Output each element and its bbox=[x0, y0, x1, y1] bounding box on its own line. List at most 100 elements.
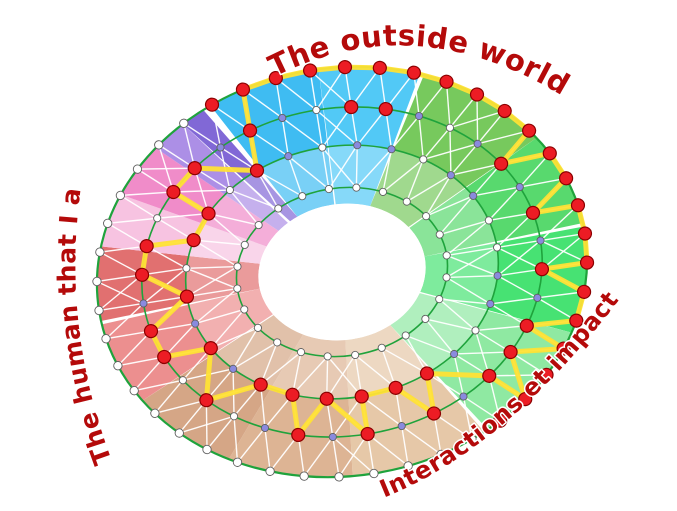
node bbox=[536, 236, 545, 245]
node bbox=[253, 323, 262, 332]
mesh-line bbox=[315, 66, 346, 111]
mesh-line bbox=[367, 433, 409, 467]
node bbox=[94, 305, 104, 316]
mesh-line bbox=[540, 204, 579, 242]
mesh-line bbox=[287, 155, 330, 190]
mesh-line bbox=[260, 342, 278, 385]
red-node bbox=[518, 391, 533, 407]
mesh-line bbox=[264, 394, 294, 429]
mesh-line bbox=[208, 213, 246, 246]
mesh-line bbox=[233, 416, 239, 463]
node bbox=[387, 145, 396, 154]
mesh-line bbox=[536, 297, 577, 322]
mesh-line bbox=[256, 169, 303, 197]
mesh-line bbox=[401, 425, 442, 456]
mesh-line bbox=[321, 147, 357, 189]
mesh-line bbox=[242, 88, 283, 119]
red-node bbox=[556, 341, 571, 356]
node bbox=[473, 139, 482, 148]
red-node bbox=[166, 184, 181, 200]
mesh-line bbox=[537, 291, 585, 299]
mesh-line bbox=[105, 330, 152, 340]
mesh-line bbox=[405, 335, 428, 374]
node bbox=[178, 376, 187, 385]
node bbox=[298, 192, 307, 201]
mesh-line bbox=[450, 143, 479, 176]
mesh-line bbox=[120, 194, 158, 219]
node bbox=[191, 319, 200, 328]
sector bbox=[155, 123, 288, 231]
mesh-line bbox=[154, 379, 184, 414]
mesh-line bbox=[433, 412, 473, 440]
mesh-line bbox=[194, 308, 245, 325]
mesh-line bbox=[158, 144, 175, 193]
mesh-line bbox=[497, 275, 538, 299]
mesh-line bbox=[117, 356, 165, 367]
node bbox=[533, 293, 542, 302]
sector bbox=[120, 148, 279, 247]
node bbox=[450, 349, 459, 359]
node bbox=[422, 212, 431, 221]
red-node bbox=[134, 267, 150, 282]
mesh-line bbox=[236, 427, 266, 463]
mesh-line bbox=[186, 267, 238, 290]
mesh-line bbox=[446, 254, 498, 277]
red-node bbox=[497, 103, 512, 119]
node bbox=[216, 143, 225, 152]
node bbox=[484, 216, 493, 225]
node bbox=[260, 423, 270, 433]
mesh-line bbox=[474, 330, 490, 377]
wheel bbox=[92, 60, 595, 482]
mesh-line bbox=[220, 146, 258, 172]
mesh-line bbox=[256, 170, 279, 209]
red-node bbox=[360, 426, 375, 442]
mesh-line bbox=[269, 434, 299, 472]
mesh-line bbox=[249, 129, 289, 157]
node bbox=[442, 251, 451, 260]
mesh-line bbox=[133, 356, 165, 392]
mesh-line bbox=[208, 212, 259, 226]
label-human-that-i-am-text: The human that I am bbox=[0, 0, 119, 470]
mesh-line bbox=[540, 239, 588, 264]
red-node bbox=[576, 284, 592, 299]
mesh-line bbox=[496, 212, 534, 248]
red-node bbox=[521, 123, 537, 138]
mesh-line bbox=[519, 177, 567, 188]
red-node bbox=[143, 324, 159, 339]
mesh-line bbox=[423, 143, 478, 161]
mesh-line bbox=[232, 327, 259, 370]
node bbox=[273, 338, 282, 347]
node bbox=[101, 334, 111, 344]
mesh-line bbox=[424, 318, 455, 355]
mesh-line bbox=[496, 239, 541, 249]
sector bbox=[96, 246, 260, 322]
mesh-line bbox=[338, 433, 369, 478]
node bbox=[254, 221, 263, 230]
mesh-line bbox=[519, 152, 551, 188]
red-node bbox=[542, 146, 557, 161]
red-node bbox=[406, 65, 422, 80]
mesh-line bbox=[211, 104, 251, 132]
sector bbox=[101, 288, 273, 401]
red-node bbox=[534, 262, 550, 277]
node bbox=[414, 111, 424, 121]
mesh-line bbox=[354, 354, 397, 389]
mesh-line bbox=[355, 148, 393, 189]
mesh-line bbox=[186, 265, 238, 269]
mesh-line bbox=[475, 325, 527, 332]
node bbox=[153, 214, 162, 223]
mesh-line bbox=[281, 117, 323, 149]
mesh-line bbox=[193, 239, 245, 246]
node bbox=[95, 247, 105, 257]
mesh-line bbox=[120, 191, 174, 197]
node bbox=[515, 182, 524, 192]
node bbox=[240, 305, 249, 314]
mesh-line bbox=[438, 298, 476, 331]
node bbox=[323, 352, 332, 361]
red-node bbox=[539, 367, 554, 382]
sector bbox=[182, 109, 298, 222]
node bbox=[442, 273, 451, 282]
mesh-line bbox=[328, 144, 358, 190]
red-node bbox=[285, 387, 300, 402]
